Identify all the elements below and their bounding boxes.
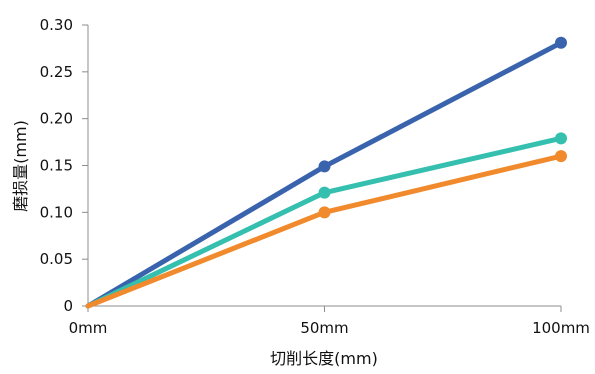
data-point [318, 160, 331, 173]
x-tick-label: 50mm [300, 319, 348, 337]
y-axis-title: 磨损量(mm) [11, 120, 30, 212]
y-tick-label: 0.05 [40, 250, 73, 268]
y-tick-label: 0.15 [40, 157, 73, 175]
x-axis-title: 切削长度(mm) [270, 349, 378, 368]
x-tick-label: 0mm [69, 319, 108, 337]
series-3 [85, 150, 567, 309]
x-ticks: 0mm 50mm 100mm [69, 306, 590, 337]
series-1 [85, 36, 567, 309]
y-ticks: 0 0.05 0.10 0.15 0.20 0.25 0.30 [40, 16, 88, 315]
x-tick-label: 100mm [532, 319, 590, 337]
y-tick-label: 0.30 [40, 16, 73, 34]
y-tick-label: 0.20 [40, 110, 73, 128]
series-2 [85, 132, 567, 309]
data-point [555, 36, 567, 49]
y-tick-label: 0.10 [40, 203, 73, 221]
data-point [555, 132, 567, 145]
series-group [85, 36, 567, 309]
data-point [318, 186, 331, 199]
y-tick-label: 0 [63, 297, 73, 315]
y-tick-label: 0.25 [40, 63, 73, 81]
series-line [85, 153, 564, 309]
data-point [318, 206, 331, 219]
data-point [555, 150, 567, 163]
